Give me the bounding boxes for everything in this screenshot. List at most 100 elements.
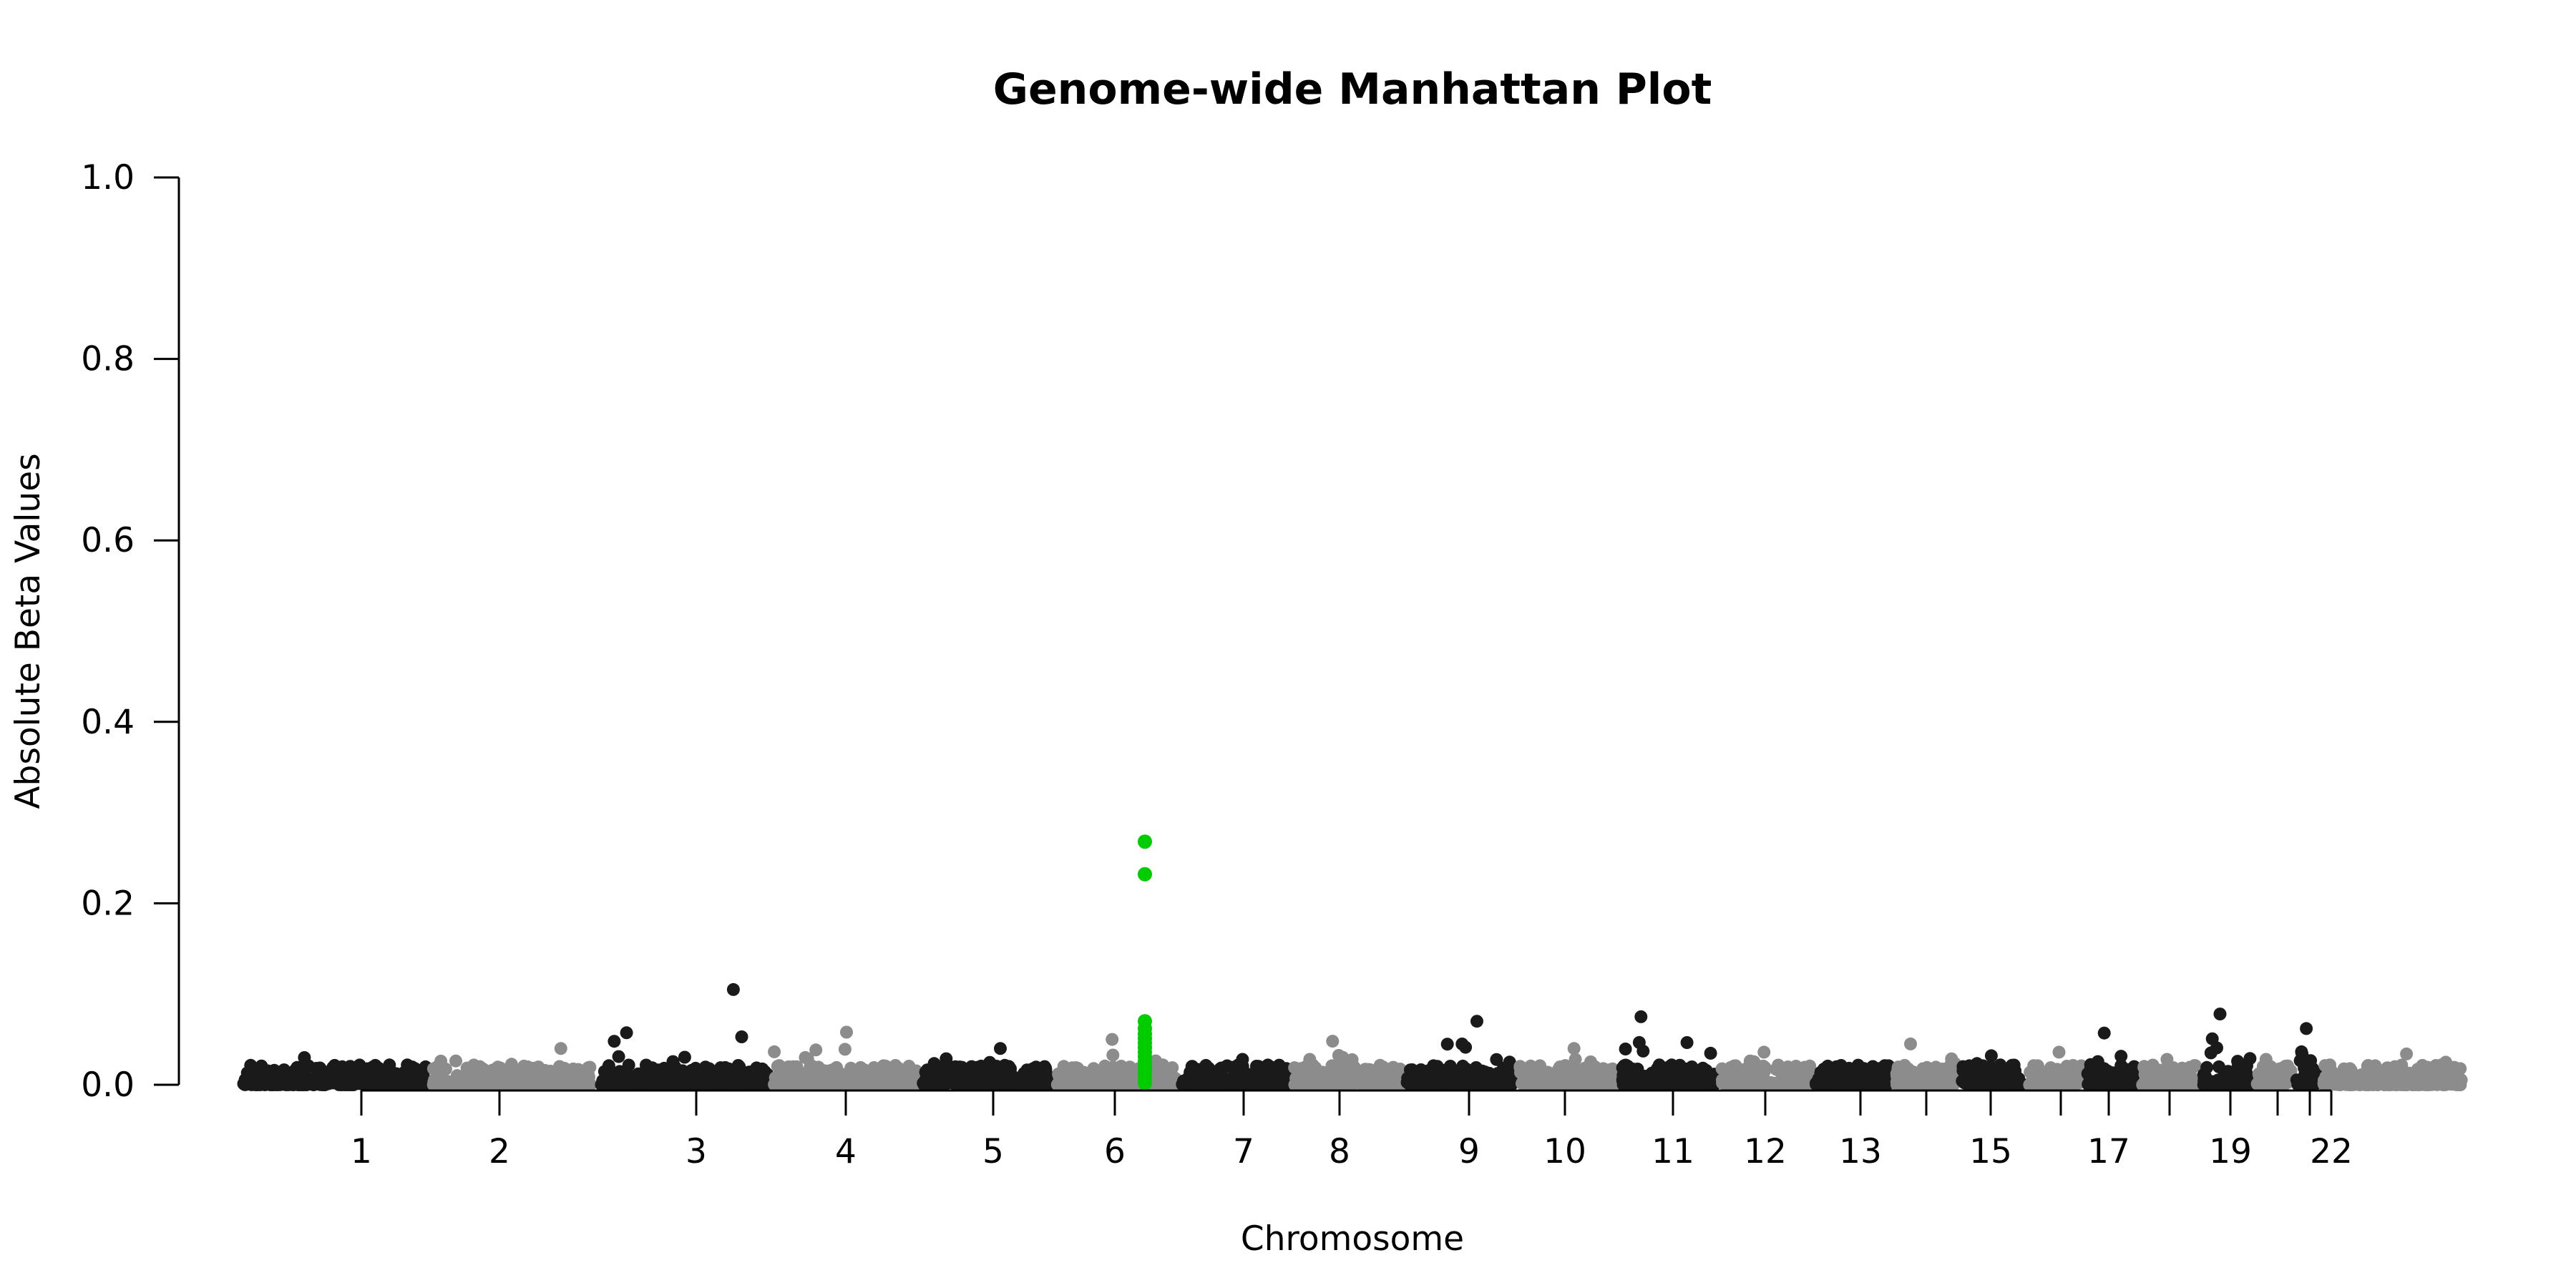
data-point	[2205, 1032, 2219, 1045]
data-point	[497, 1076, 511, 1090]
data-point	[455, 1076, 469, 1090]
data-point	[947, 1077, 960, 1091]
data-point	[1010, 1078, 1024, 1091]
data-point	[854, 1060, 867, 1074]
data-point	[1037, 1070, 1050, 1084]
data-point	[657, 1075, 670, 1089]
data-point	[1929, 1060, 1943, 1074]
data-point	[1946, 1065, 1960, 1078]
data-point	[733, 1076, 747, 1089]
data-point	[1518, 1075, 1532, 1088]
x-tick-label: 13	[1839, 1132, 1882, 1171]
data-point	[567, 1072, 580, 1085]
data-point	[790, 1065, 804, 1078]
data-point	[838, 1075, 852, 1089]
data-point	[1166, 1061, 1179, 1075]
data-point	[460, 1061, 474, 1075]
data-point	[1153, 1078, 1166, 1091]
data-point	[1363, 1066, 1377, 1079]
data-point-peak	[1904, 1037, 1917, 1050]
data-point	[2318, 1059, 2332, 1073]
data-point	[838, 1043, 852, 1056]
data-point-peak	[1984, 1049, 1998, 1063]
data-point	[965, 1060, 978, 1073]
data-point-peak	[554, 1042, 567, 1055]
data-point	[302, 1076, 316, 1090]
data-point	[1112, 1078, 1126, 1091]
x-tick-label: 6	[1104, 1132, 1126, 1171]
data-point	[1846, 1065, 1860, 1079]
data-point	[768, 1078, 781, 1091]
data-point	[757, 1069, 771, 1083]
data-point	[2182, 1078, 2195, 1091]
data-point	[2234, 1073, 2248, 1087]
y-tick-label: 0.2	[81, 884, 135, 923]
data-point	[701, 1068, 714, 1081]
data-point	[353, 1063, 367, 1076]
data-point-peak	[2213, 1008, 2227, 1021]
data-point	[645, 1076, 658, 1089]
data-point	[2221, 1065, 2235, 1078]
data-point	[1106, 1048, 1120, 1062]
data-point	[1028, 1063, 1041, 1076]
data-point	[2200, 1060, 2214, 1074]
data-point	[2439, 1055, 2452, 1069]
data-point	[2421, 1071, 2434, 1085]
data-point	[1291, 1064, 1304, 1078]
data-point	[612, 1050, 625, 1063]
data-point	[2054, 1078, 2067, 1091]
data-point	[1184, 1065, 1197, 1079]
y-tick-label: 1.0	[81, 158, 135, 197]
data-point-peak	[994, 1042, 1007, 1055]
data-point	[928, 1074, 942, 1088]
data-point	[998, 1058, 1012, 1072]
data-point	[399, 1077, 413, 1091]
data-point	[2231, 1055, 2245, 1068]
data-point	[882, 1075, 895, 1089]
data-point	[1491, 1067, 1504, 1080]
data-point	[1945, 1052, 1958, 1065]
data-point	[2089, 1060, 2102, 1074]
data-point	[804, 1060, 817, 1074]
data-point	[504, 1058, 518, 1071]
data-point	[1456, 1059, 1470, 1073]
x-tick-label: 12	[1744, 1132, 1787, 1171]
data-point	[348, 1076, 361, 1090]
y-axis-label: Absolute Beta Values	[9, 453, 48, 809]
data-point	[2044, 1061, 2057, 1075]
data-point-peak	[2160, 1053, 2174, 1066]
data-point	[1345, 1053, 1359, 1066]
data-point	[1466, 1074, 1480, 1088]
data-point	[1904, 1077, 1918, 1091]
data-point-peak	[726, 982, 740, 996]
data-point	[1968, 1065, 1981, 1079]
data-point-peak	[2300, 1022, 2313, 1035]
data-point	[250, 1078, 264, 1091]
highlight-point	[1138, 834, 1152, 849]
data-point	[1503, 1055, 1516, 1069]
data-point	[1340, 1075, 1354, 1089]
data-point-peak	[1236, 1053, 1249, 1066]
data-point-peak	[2052, 1045, 2066, 1059]
data-point	[905, 1078, 919, 1091]
data-point	[1551, 1078, 1564, 1091]
data-point	[2400, 1078, 2414, 1091]
data-point	[1660, 1063, 1674, 1077]
data-point	[611, 1078, 625, 1091]
data-point	[1719, 1077, 1732, 1091]
data-point	[2243, 1052, 2257, 1065]
data-point	[768, 1045, 781, 1058]
data-point	[1249, 1078, 1262, 1091]
data-point	[735, 1030, 748, 1043]
data-point	[1235, 1078, 1249, 1091]
data-point	[1900, 1062, 1913, 1075]
data-point-peak	[1470, 1015, 1483, 1028]
data-point	[2147, 1060, 2161, 1074]
data-point	[1055, 1065, 1069, 1079]
x-tick-label: 2	[489, 1132, 510, 1171]
data-point	[1849, 1077, 1863, 1091]
x-tick-label: 3	[686, 1132, 707, 1171]
data-point	[802, 1078, 816, 1091]
x-axis-label: Chromosome	[1241, 1219, 1464, 1259]
